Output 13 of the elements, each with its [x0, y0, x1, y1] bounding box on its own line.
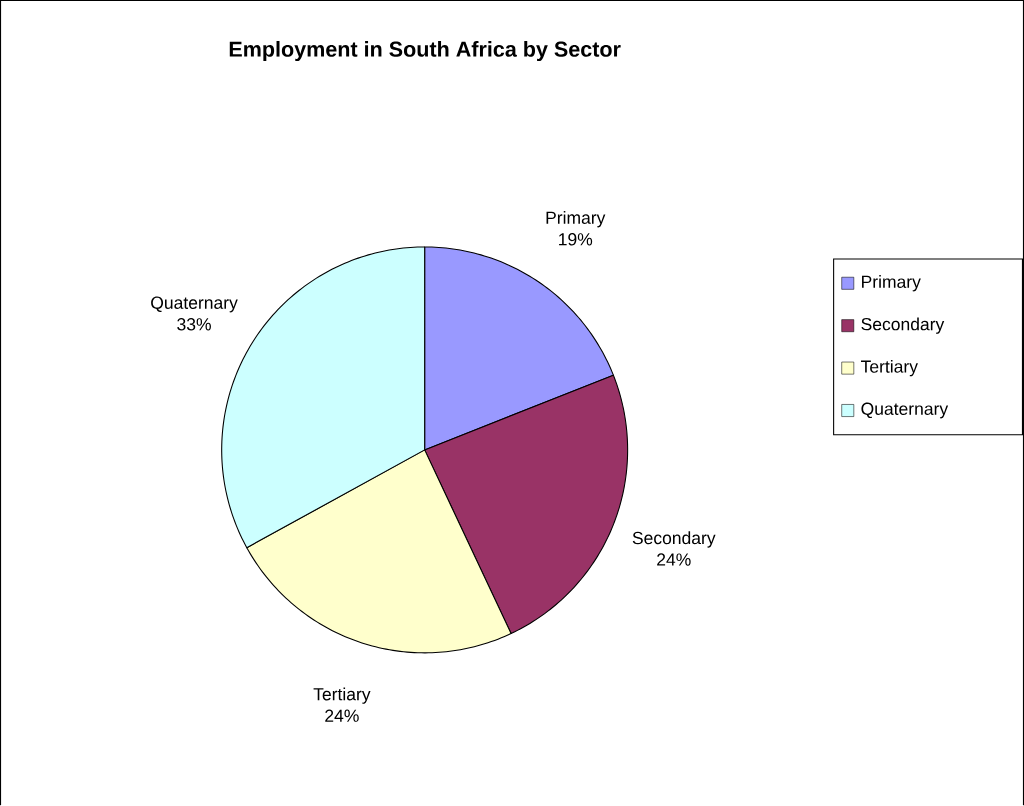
- data-label: 24%: [325, 709, 359, 722]
- slice-label: Secondary: [632, 531, 716, 548]
- legend-label: Tertiary: [861, 359, 918, 377]
- slice-label: Quaternary: [151, 296, 238, 313]
- data-label: 24%: [657, 553, 691, 566]
- slice-label: Tertiary: [313, 687, 371, 704]
- legend-label: Secondary: [861, 317, 945, 334]
- chart-title: Employment in South Africa by Sector: [229, 41, 621, 62]
- data-label: 33%: [177, 318, 211, 331]
- legend-label: Quaternary: [861, 402, 949, 419]
- data-label: 19%: [559, 233, 593, 246]
- slice-label: Primary: [546, 211, 606, 228]
- legend-label: Primary: [862, 275, 921, 292]
